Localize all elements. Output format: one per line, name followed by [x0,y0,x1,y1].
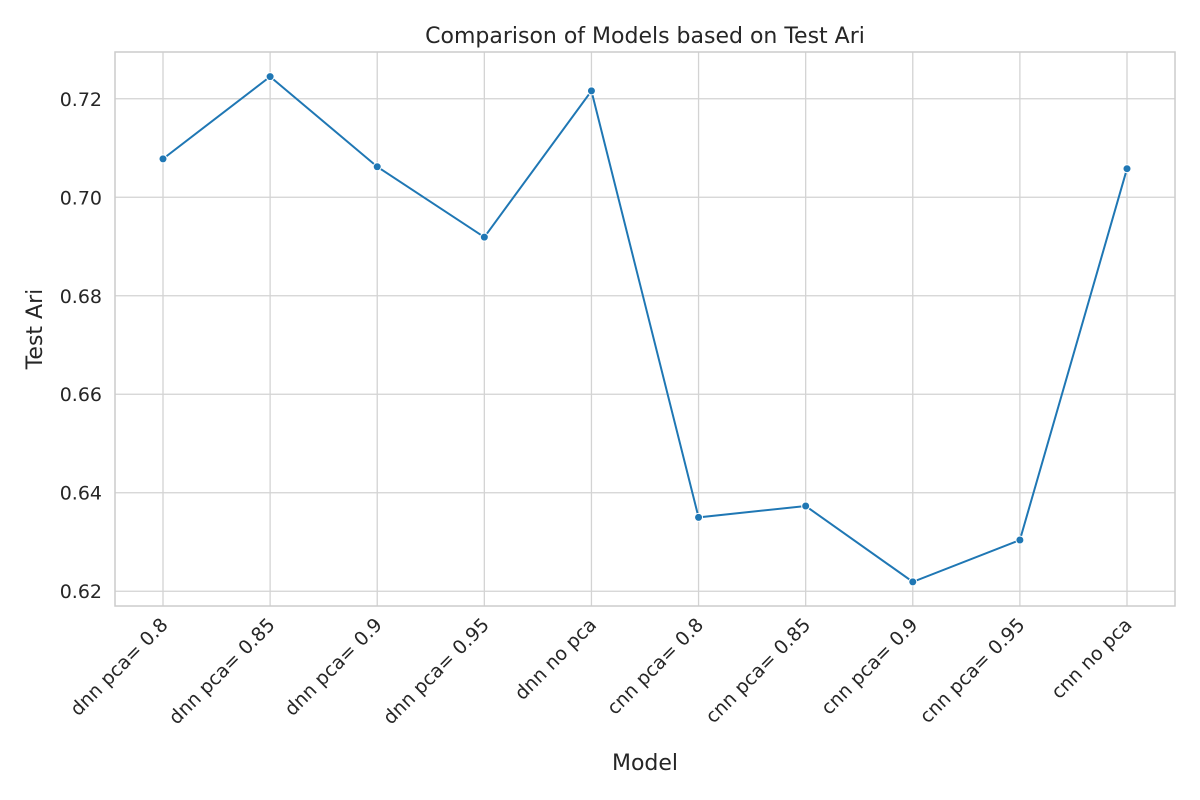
data-point [694,512,704,522]
series [158,72,1132,587]
x-tick-label: dnn pca= 0.8 [66,614,172,720]
data-point [1015,535,1025,545]
y-tick-label: 0.72 [60,89,102,111]
y-tick-label: 0.66 [60,384,102,406]
x-tick-label: dnn pca= 0.95 [379,614,494,729]
x-tick-label: cnn pca= 0.9 [817,614,922,719]
y-tick-label: 0.70 [60,187,102,209]
data-point [908,577,918,587]
x-tick-label: dnn pca= 0.9 [280,614,386,720]
data-point [586,86,596,96]
data-point [372,162,382,172]
y-axis-label: Test Ari [23,289,48,371]
y-axis-ticks: 0.62 0.64 0.66 0.68 0.70 0.72 [60,89,102,603]
x-tick-label: cnn pca= 0.85 [701,614,815,728]
data-point [265,72,275,82]
x-tick-label: cnn no pca [1047,614,1136,703]
data-point [1122,164,1132,174]
data-point [479,232,489,242]
x-tick-label: dnn pca= 0.85 [165,614,280,729]
grid [115,52,1175,606]
data-point [158,154,168,164]
series-line [162,75,1128,583]
chart-title: Comparison of Models based on Test Ari [425,24,865,49]
y-tick-label: 0.68 [60,286,102,308]
x-tick-label: cnn pca= 0.8 [603,614,708,719]
y-tick-label: 0.62 [60,581,102,603]
x-axis-label: Model [612,751,678,776]
plot-frame [114,51,1176,607]
x-tick-label: dnn no pca [510,614,601,705]
y-tick-label: 0.64 [60,483,102,505]
x-tick-label: cnn pca= 0.95 [916,614,1030,728]
data-point [801,501,811,511]
